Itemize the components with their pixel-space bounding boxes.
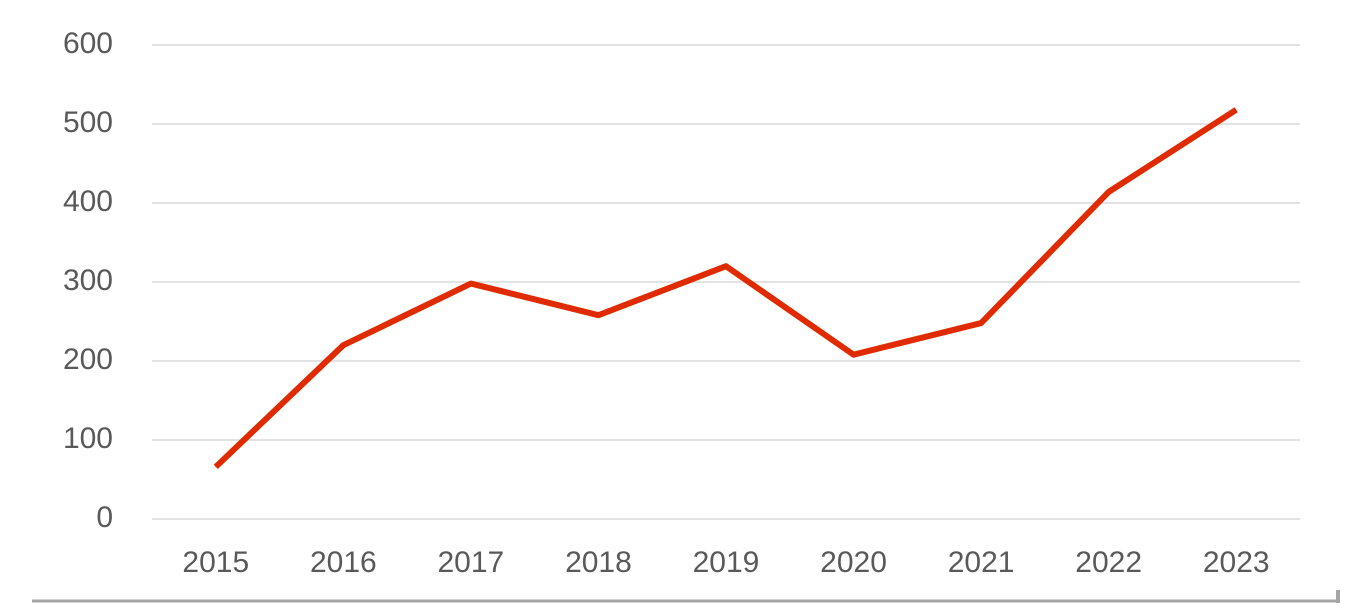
x-tick-label: 2019 xyxy=(693,546,760,579)
y-tick-label: 200 xyxy=(63,343,113,376)
x-tick-label: 2018 xyxy=(565,546,632,579)
y-tick-label: 500 xyxy=(63,106,113,139)
y-tick-label: 0 xyxy=(96,501,113,534)
x-tick-label: 2020 xyxy=(820,546,887,579)
x-tick-label: 2022 xyxy=(1075,546,1142,579)
x-tick-label: 2023 xyxy=(1203,546,1270,579)
x-tick-label: 2017 xyxy=(438,546,505,579)
y-tick-label: 400 xyxy=(63,185,113,218)
y-tick-label: 100 xyxy=(63,422,113,455)
y-tick-label: 600 xyxy=(63,27,113,60)
y-tick-label: 300 xyxy=(63,264,113,297)
data-line xyxy=(213,107,1238,470)
x-tick-label: 2016 xyxy=(310,546,377,579)
x-tick-label: 2015 xyxy=(182,546,249,579)
x-tick-label: 2021 xyxy=(948,546,1015,579)
